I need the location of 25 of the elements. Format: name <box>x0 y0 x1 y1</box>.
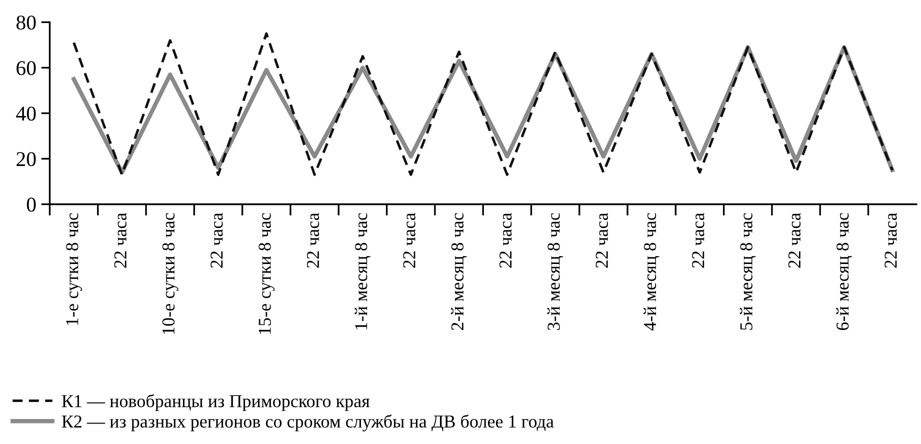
x-tick-label: 2-й месяц 8 час <box>450 213 467 330</box>
y-tick-label: 20 <box>16 152 36 166</box>
x-tick-label: 1-е сутки 8 час <box>66 213 82 325</box>
x-tick-label: 22 часа <box>403 212 416 268</box>
x-tick-label: 22 часа <box>596 212 608 268</box>
x-tick-label: 5-й месяц 8 час <box>740 213 756 330</box>
x-tick-label: 22 часа <box>788 212 801 268</box>
legend-label: К1 — новобранцы из Приморского края <box>62 394 370 411</box>
x-tick-label: 22 часа <box>692 212 704 268</box>
x-tick-label: 6-й месяц 8 час <box>836 213 852 330</box>
y-tick-label: 0 <box>26 198 36 212</box>
x-tick-label: 15-е сутки 8 час <box>258 213 275 334</box>
y-tick-label: 80 <box>16 16 36 30</box>
x-tick-label: 1-й месяц 8 час <box>354 213 371 330</box>
y-tick-label: 40 <box>16 106 36 121</box>
x-tick-label: 10-е сутки 8 час <box>162 213 178 334</box>
x-tick-label: 22 часа <box>500 212 512 268</box>
legend-label: К2 — из разных регионов со сроком службы на ДВ более 1 года <box>62 414 554 432</box>
x-tick-label: 22 часа <box>884 212 897 268</box>
x-tick-label: 22 часа <box>114 212 126 268</box>
x-tick-label: 4-й месяц 8 час <box>644 213 660 330</box>
x-tick-label: 22 часа <box>210 212 223 268</box>
x-tick-label: 22 часа <box>306 212 320 268</box>
y-tick-label: 60 <box>16 61 36 76</box>
x-tick-label: 3-й месяц 8 час <box>547 213 564 330</box>
